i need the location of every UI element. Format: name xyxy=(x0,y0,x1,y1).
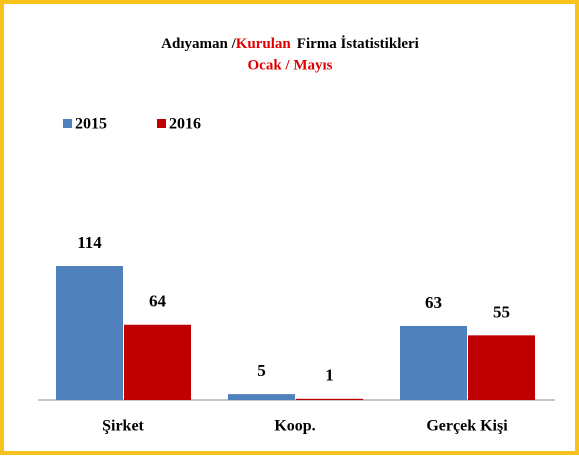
legend-swatch xyxy=(63,119,72,128)
data-label: 114 xyxy=(77,233,102,252)
bar xyxy=(228,394,295,400)
bar xyxy=(468,335,535,400)
data-label: 55 xyxy=(493,302,510,321)
chart-title: Adıyaman /Kurulan Firma İstatistikleri xyxy=(161,35,419,52)
title-part: Firma İstatistikleri xyxy=(297,35,419,52)
data-label: 64 xyxy=(149,292,167,311)
bar xyxy=(56,266,123,400)
bar xyxy=(124,324,191,400)
x-tick-label: Koop. xyxy=(274,418,315,435)
title-part: Adıyaman / xyxy=(161,36,236,52)
bar xyxy=(400,325,467,400)
chart-subtitle: Ocak / Mayıs xyxy=(248,57,333,73)
data-label: 1 xyxy=(325,366,334,385)
x-tick-label: Şirket xyxy=(102,418,144,435)
data-label: 63 xyxy=(425,293,442,312)
data-label: 5 xyxy=(257,361,266,380)
legend-label: 2015 xyxy=(75,116,107,133)
title-part: Kurulan xyxy=(236,36,292,52)
bar xyxy=(296,398,363,400)
x-tick-label: Gerçek Kişi xyxy=(426,418,508,435)
legend-swatch xyxy=(157,119,166,128)
legend-label: 2016 xyxy=(169,116,201,133)
